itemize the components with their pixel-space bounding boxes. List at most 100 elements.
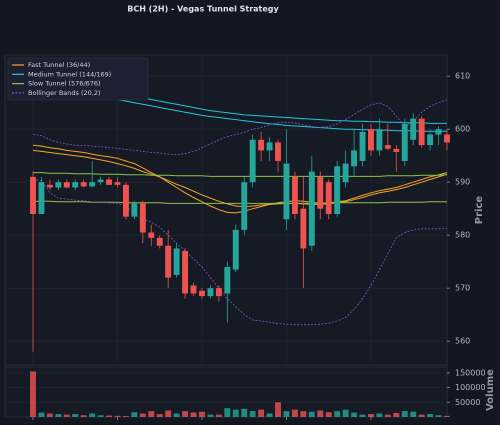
y-tick-label: 590 — [455, 178, 470, 187]
candle-body — [232, 229, 239, 270]
candle-body — [317, 176, 324, 209]
volume-bar — [72, 414, 79, 417]
overlay-line — [32, 149, 448, 208]
candle-body — [97, 179, 104, 183]
volume-bar — [139, 413, 146, 417]
legend: Fast Tunnel (36/44)Medium Tunnel (144/16… — [7, 57, 149, 101]
candle-body — [241, 182, 248, 230]
legend-label: Medium Tunnel (144/169) — [28, 70, 111, 78]
volume-bar — [165, 410, 172, 417]
candle-body — [359, 131, 366, 161]
volume-bar — [148, 411, 155, 417]
volume-bar — [384, 414, 391, 417]
candle-body — [46, 184, 53, 188]
volume-bar — [283, 411, 290, 417]
volume-bar — [435, 415, 442, 417]
volume-bar — [89, 413, 96, 417]
volume-bar — [351, 412, 358, 417]
volume-bar — [291, 409, 298, 417]
volume-bar — [190, 412, 197, 417]
legend-label: Slow Tunnel (576/676) — [28, 80, 101, 88]
candle-body — [63, 182, 70, 188]
candle-body — [384, 145, 391, 149]
volume-bar — [30, 371, 36, 417]
volume-bar — [182, 411, 189, 417]
price-panel — [4, 54, 448, 366]
candle-body — [283, 163, 290, 220]
volume-bar — [55, 414, 62, 417]
volume-bar — [97, 415, 104, 417]
y-tick-label: 610 — [455, 72, 470, 81]
candle-body — [190, 285, 197, 294]
candle-body — [156, 237, 163, 246]
y-tick-label: 100000 — [455, 383, 486, 392]
overlay-line — [32, 99, 448, 156]
volume-bar — [131, 412, 138, 417]
volume-bar — [266, 413, 273, 417]
volume-bar — [199, 411, 205, 417]
candle-body — [427, 134, 434, 146]
candle-body — [351, 150, 358, 167]
candle-body — [38, 182, 45, 214]
volume-bar — [300, 411, 307, 417]
candle-body — [418, 118, 425, 146]
volume-bar — [38, 412, 45, 417]
candle-body — [182, 251, 189, 294]
candle-body — [165, 245, 172, 278]
overlay-line — [33, 172, 448, 177]
candle-body — [199, 290, 205, 297]
volume-bar — [122, 416, 129, 417]
volume-bar — [106, 415, 112, 417]
candle-body — [30, 176, 36, 214]
y-axis-label: Price — [474, 196, 485, 225]
volume-bar — [249, 411, 256, 417]
chart-title: BCH (2H) - Vegas Tunnel Strategy — [127, 5, 279, 14]
volume-bar — [427, 414, 434, 417]
volume-bar — [232, 409, 239, 417]
candle-body — [207, 288, 214, 297]
candle-body — [106, 179, 112, 185]
candle-body — [376, 129, 383, 151]
candle-body — [291, 176, 298, 214]
volume-bar — [258, 409, 265, 417]
volume-bar — [241, 408, 248, 417]
volume-bar — [325, 412, 332, 417]
candle-body — [80, 182, 87, 187]
volume-bar — [224, 408, 231, 417]
volume-bar — [334, 411, 341, 417]
overlay-line — [32, 144, 448, 214]
candle-body — [173, 248, 180, 275]
volume-bar — [393, 412, 400, 417]
volume-bar — [317, 410, 324, 417]
candle-body — [334, 166, 341, 214]
volume-bar — [444, 415, 450, 417]
volume-bar — [63, 414, 70, 417]
y-tick-label: 570 — [455, 284, 470, 293]
volume-bar — [401, 411, 408, 417]
legend-label: Fast Tunnel (36/44) — [28, 61, 90, 69]
candle-body — [249, 139, 256, 183]
candle-body — [89, 182, 96, 187]
volume-bar — [376, 413, 383, 417]
volume-axis-label: Volume — [485, 369, 496, 411]
candle-body — [342, 163, 349, 183]
volume-bar — [410, 411, 417, 417]
volume-bar — [80, 415, 87, 417]
volume-bar — [46, 413, 53, 417]
candle-body — [258, 139, 265, 151]
y-tick-label: 150000 — [455, 368, 486, 377]
candle-body — [215, 288, 222, 297]
candle-body — [300, 208, 307, 249]
candle-body — [368, 129, 374, 151]
candle-body — [435, 129, 442, 135]
candle-body — [401, 123, 408, 161]
y-tick-label: 50000 — [455, 398, 480, 407]
candle-body — [266, 142, 273, 151]
legend-label: Bollinger Bands (20,2) — [28, 89, 101, 97]
candle-body — [444, 134, 450, 143]
candle-body — [131, 203, 138, 217]
candle-body — [139, 203, 146, 233]
overlay-line — [32, 179, 448, 326]
volume-bar — [359, 414, 366, 417]
